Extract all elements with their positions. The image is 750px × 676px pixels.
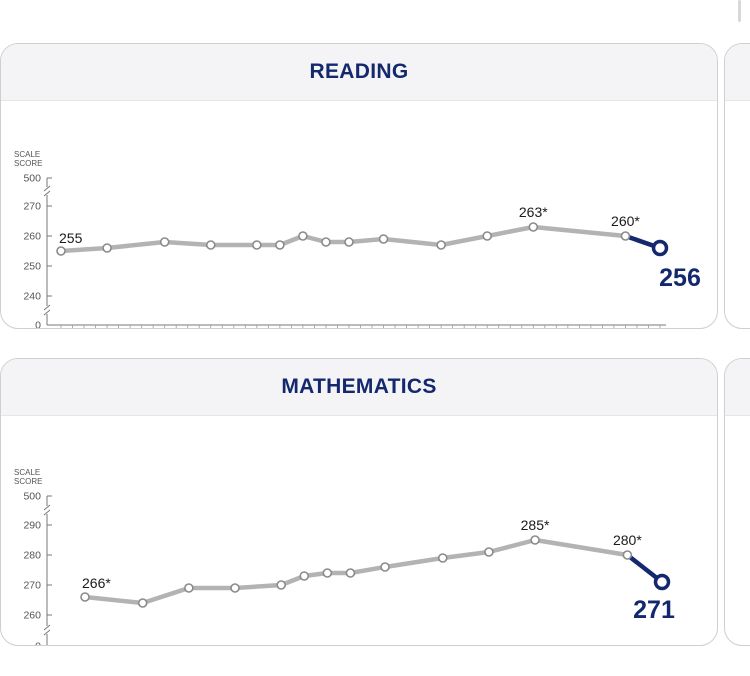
reading-chart-card: READING SCALESCORE0240250260270500'71'75… <box>0 43 718 329</box>
latest-value-label: 256 <box>659 264 701 292</box>
y-tick-label: 0 <box>35 320 41 329</box>
y-tick-label: 250 <box>23 261 41 273</box>
y-axis-break-mark <box>43 629 51 636</box>
y-axis-title: SCORE <box>14 477 42 486</box>
y-tick-label: 280 <box>23 550 41 562</box>
mathematics-card-header: MATHEMATICS <box>1 359 717 416</box>
data-label: 263* <box>519 204 548 220</box>
y-axis-title: SCORE <box>14 159 42 168</box>
mathematics-chart-card: MATHEMATICS SCALESCORE0260270280290500'7… <box>0 358 718 646</box>
data-label: 266* <box>82 575 111 591</box>
data-point <box>298 231 308 241</box>
data-point <box>275 240 285 250</box>
y-axis-break-mark <box>43 509 51 516</box>
y-axis-break-mark <box>43 304 51 311</box>
data-label: 280* <box>613 532 642 548</box>
data-point <box>322 568 333 578</box>
data-point <box>380 562 390 572</box>
reading-chart-title: READING <box>309 60 409 83</box>
data-point <box>321 237 331 247</box>
y-axis-break-mark <box>43 185 51 192</box>
data-point <box>184 583 194 593</box>
data-point <box>484 547 494 557</box>
next-chart-card-peek[interactable] <box>724 43 750 329</box>
data-point <box>159 237 170 247</box>
y-tick-label: 0 <box>35 641 41 646</box>
mathematics-chart-title: MATHEMATICS <box>281 375 437 398</box>
data-point <box>299 571 310 581</box>
y-tick-label: 260 <box>23 231 41 243</box>
data-point <box>437 553 448 563</box>
y-axis-title: SCALE <box>14 468 40 477</box>
y-axis-break-mark <box>43 190 51 197</box>
y-tick-label: 240 <box>23 291 41 303</box>
data-point <box>436 240 446 250</box>
data-point <box>205 240 216 250</box>
y-tick-label: 270 <box>23 580 41 592</box>
series-line <box>82 537 630 606</box>
y-tick-label: 500 <box>23 491 41 503</box>
data-point <box>530 535 540 545</box>
data-point <box>80 592 90 602</box>
latest-data-point <box>651 239 669 257</box>
series-line <box>58 224 628 254</box>
data-label: 285* <box>521 517 550 533</box>
y-tick-label: 500 <box>23 173 41 185</box>
data-point <box>378 234 389 244</box>
latest-data-point <box>653 573 671 591</box>
y-tick-label: 270 <box>23 201 41 213</box>
reading-line-chart: SCALESCORE0240250260270500'71'75'80'84'8… <box>14 150 701 329</box>
reading-card-header: READING <box>1 44 717 101</box>
y-axis-title: SCALE <box>14 150 40 159</box>
data-point <box>252 240 262 250</box>
mathematics-line-chart: SCALESCORE0260270280290500'73'78'82'86'9… <box>14 468 675 646</box>
y-axis-break-mark <box>43 504 51 511</box>
scrollbar-thumb[interactable] <box>738 0 741 22</box>
data-label: 260* <box>611 213 640 229</box>
y-axis-break-mark <box>43 624 51 631</box>
latest-value-label: 271 <box>633 596 675 624</box>
y-axis-break-mark <box>43 309 51 316</box>
y-tick-label: 290 <box>23 520 41 532</box>
data-point <box>102 243 112 253</box>
data-point <box>345 568 356 578</box>
data-point <box>482 231 493 241</box>
data-point <box>528 222 539 232</box>
data-point <box>622 550 633 560</box>
data-label: 255 <box>59 230 83 246</box>
data-point <box>137 598 148 608</box>
data-point <box>276 580 286 590</box>
data-point <box>620 231 631 241</box>
data-point <box>344 237 354 247</box>
data-point <box>56 246 66 256</box>
data-point <box>230 583 240 593</box>
next-chart-card-peek[interactable] <box>724 358 750 646</box>
y-tick-label: 260 <box>23 610 41 622</box>
